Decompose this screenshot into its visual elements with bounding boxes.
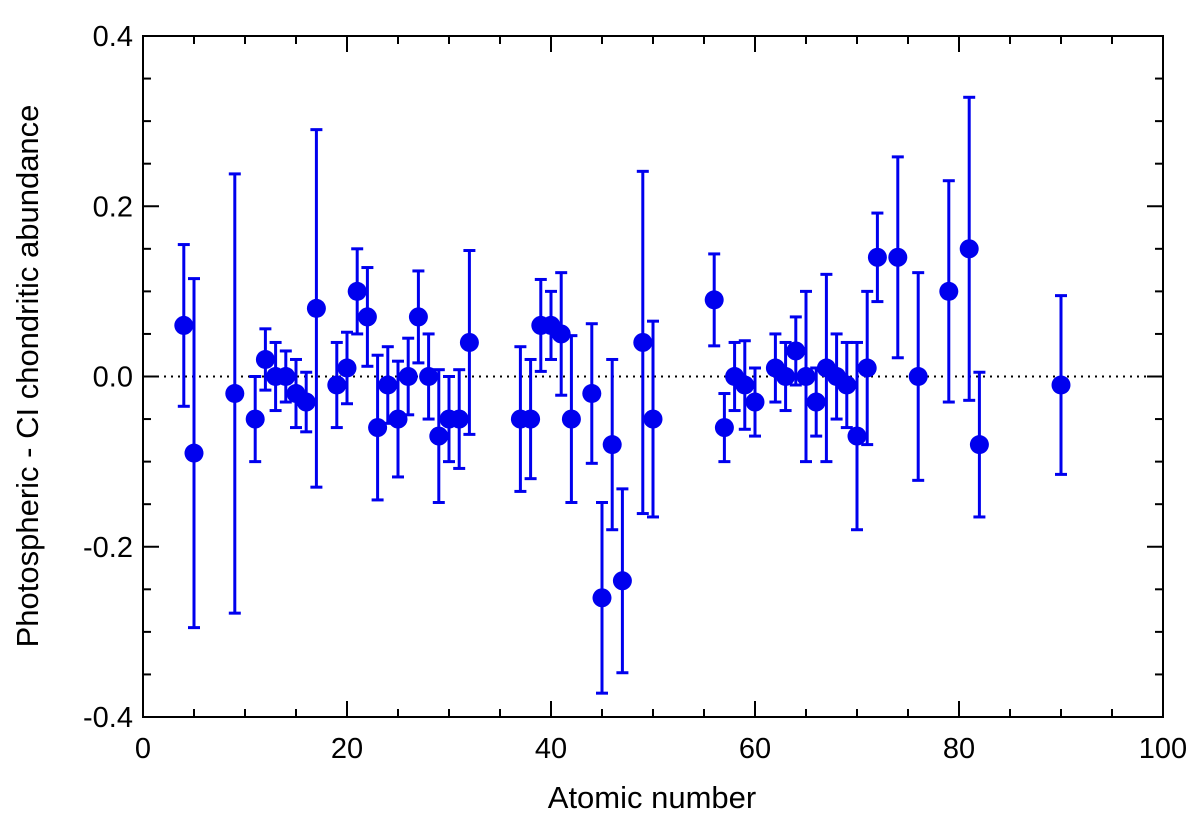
data-point — [419, 367, 439, 386]
data-point — [867, 247, 887, 267]
data-point — [245, 409, 265, 429]
data-point — [592, 588, 612, 608]
data-point — [847, 426, 867, 446]
data-point — [704, 290, 724, 310]
data-point — [255, 349, 275, 369]
data-point — [429, 426, 449, 446]
data-point — [174, 315, 194, 335]
data-point — [561, 409, 581, 429]
x-tick-label: 0 — [135, 733, 151, 765]
data-point — [714, 418, 734, 438]
x-tick-label: 40 — [535, 733, 567, 765]
data-point — [969, 435, 989, 455]
data-point — [276, 367, 296, 386]
data-point — [449, 409, 469, 429]
x-tick-label: 80 — [943, 733, 975, 765]
y-tick-label: -0.4 — [83, 702, 133, 734]
data-point — [347, 281, 367, 301]
data-point — [306, 298, 326, 318]
data-point — [184, 443, 204, 463]
data-point — [551, 324, 571, 344]
data-points — [174, 239, 1071, 608]
data-point — [602, 435, 622, 455]
data-point — [857, 358, 877, 378]
y-axis-label: Photospheric - CI chondritic abundance — [10, 105, 45, 648]
data-point — [908, 367, 928, 386]
data-point — [521, 409, 541, 429]
data-point — [786, 341, 806, 361]
data-point — [408, 307, 428, 327]
data-point — [796, 367, 816, 386]
y-axis-ticks: -0.4 -0.2 0.0 0.2 0.4 — [83, 21, 1163, 734]
data-point — [368, 418, 388, 438]
data-point — [296, 392, 316, 412]
data-point — [735, 375, 755, 395]
x-axis-ticks: 0 20 40 60 80 100 — [135, 36, 1187, 765]
data-point — [378, 375, 398, 395]
data-point — [225, 384, 245, 404]
data-point — [939, 281, 959, 301]
data-point — [959, 239, 979, 259]
data-point — [837, 375, 857, 395]
data-point — [633, 332, 653, 352]
data-point — [643, 409, 663, 429]
data-point — [388, 409, 408, 429]
y-tick-label: 0.2 — [93, 191, 133, 223]
data-point — [357, 307, 377, 327]
data-point — [806, 392, 826, 412]
data-point — [612, 571, 632, 591]
y-tick-label: -0.2 — [83, 532, 133, 564]
data-point — [398, 367, 418, 386]
data-point — [888, 247, 908, 267]
y-tick-label: 0.0 — [93, 362, 133, 394]
x-tick-label: 20 — [331, 733, 363, 765]
x-tick-label: 100 — [1139, 733, 1187, 765]
data-point — [745, 392, 765, 412]
x-axis-label: Atomic number — [548, 780, 756, 814]
y-tick-label: 0.4 — [93, 21, 133, 53]
data-point — [582, 384, 602, 404]
data-point — [459, 332, 479, 352]
data-point — [776, 367, 796, 386]
data-point — [327, 375, 347, 395]
data-point — [1051, 375, 1071, 395]
data-point — [337, 358, 357, 378]
x-tick-label: 60 — [739, 733, 771, 765]
